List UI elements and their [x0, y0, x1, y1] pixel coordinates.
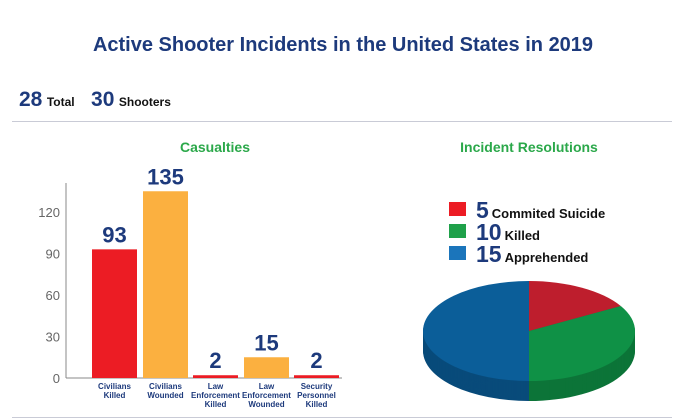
- x-tick-label: Law: [208, 382, 224, 391]
- y-tick-label: 30: [46, 330, 60, 345]
- x-tick-label: Enforcement: [242, 391, 291, 400]
- x-tick-label: Law: [259, 382, 275, 391]
- x-tick-label: Wounded: [248, 400, 284, 409]
- legend-value: 15: [476, 241, 502, 267]
- legend-swatch: [449, 224, 466, 238]
- shooters-label: Shooters: [118, 95, 171, 109]
- x-tick-label: Security: [301, 382, 333, 391]
- page-title: Active Shooter Incidents in the United S…: [92, 34, 594, 56]
- x-tick-label: Killed: [205, 400, 227, 409]
- data-label: 135: [147, 164, 184, 189]
- bar: [294, 375, 339, 378]
- x-tick-label: Killed: [306, 400, 328, 409]
- legend-label: Apprehended: [505, 250, 589, 265]
- legend-value: 5: [476, 197, 489, 223]
- y-tick-label: 120: [38, 205, 60, 220]
- x-tick-label: Civilians: [149, 382, 182, 391]
- y-tick-label: 90: [46, 247, 60, 262]
- x-tick-label: Wounded: [147, 391, 183, 400]
- legend-value: 10: [476, 219, 502, 245]
- legend-label: Killed: [505, 228, 540, 243]
- x-tick-label: Enforcement: [191, 391, 240, 400]
- x-tick-label: Personnel: [297, 391, 336, 400]
- pie-slice: [423, 281, 529, 381]
- top-divider: [12, 121, 672, 122]
- total-label: Total: [46, 95, 75, 109]
- shooters-value: 30: [91, 88, 115, 111]
- legend-swatch: [449, 246, 466, 260]
- pie-slice: [529, 281, 621, 331]
- data-label: 93: [102, 222, 126, 247]
- data-label: 2: [310, 348, 322, 373]
- x-tick-label: Killed: [104, 391, 126, 400]
- bar: [92, 249, 137, 378]
- legend-entry: 5 Commited Suicide: [476, 197, 605, 223]
- bar: [193, 375, 238, 378]
- legend-swatch: [449, 202, 466, 216]
- bar: [244, 357, 289, 378]
- x-tick-label: Civilians: [98, 382, 131, 391]
- bar: [143, 191, 188, 378]
- summary-stats: 28 Total 30 Shooters: [19, 88, 183, 112]
- data-label: 2: [209, 348, 221, 373]
- legend-entry: 10 Killed: [476, 219, 540, 245]
- legend-entry: 15 Apprehended: [476, 241, 588, 267]
- pie-slice: [529, 306, 635, 381]
- pie-chart-title: Incident Resolutions: [460, 139, 598, 155]
- bottom-divider: [12, 417, 672, 418]
- y-tick-label: 0: [53, 371, 60, 386]
- legend-label: Commited Suicide: [492, 206, 605, 221]
- bar-chart-title: Casualties: [179, 139, 251, 155]
- total-value: 28: [19, 88, 43, 111]
- data-label: 15: [254, 330, 278, 355]
- y-tick-label: 60: [46, 288, 60, 303]
